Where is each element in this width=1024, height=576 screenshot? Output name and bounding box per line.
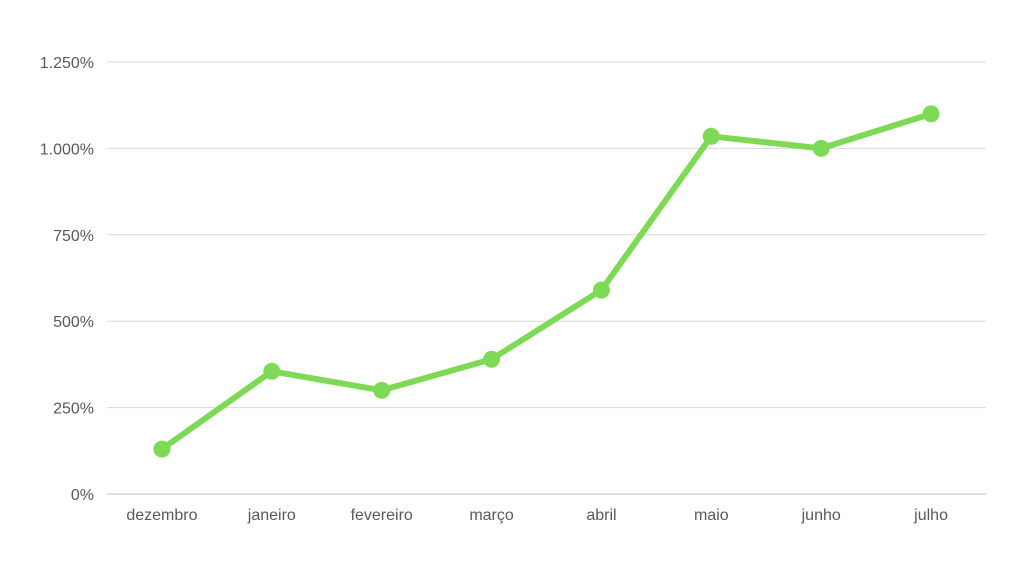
- x-tick-label: abril: [586, 507, 616, 524]
- series: [153, 105, 940, 458]
- y-tick-label: 750%: [53, 228, 94, 245]
- series-line: [158, 110, 935, 453]
- data-point: [373, 381, 391, 399]
- data-point: [812, 139, 830, 157]
- data-point: [483, 350, 501, 368]
- x-tick-label: julho: [913, 507, 948, 524]
- x-tick-label: fevereiro: [351, 507, 413, 524]
- y-tick-label: 500%: [53, 314, 94, 331]
- x-tick-label: março: [469, 507, 514, 524]
- y-tick-label: 1.250%: [40, 55, 94, 72]
- y-tick-label: 0%: [71, 487, 94, 504]
- data-point: [263, 362, 281, 380]
- y-tick-label: 1.000%: [40, 141, 94, 158]
- data-point: [153, 440, 171, 458]
- data-point: [702, 127, 720, 145]
- data-point: [592, 281, 610, 299]
- x-tick-label: janeiro: [247, 507, 296, 524]
- x-tick-label: dezembro: [126, 507, 197, 524]
- y-axis-ticks: 0% 250% 500% 750% 1.000% 1.250%: [40, 55, 94, 504]
- data-point: [922, 105, 940, 123]
- x-tick-label: maio: [694, 507, 729, 524]
- gridlines: [107, 61, 986, 409]
- x-tick-label: junho: [801, 507, 841, 524]
- y-tick-label: 250%: [53, 401, 94, 418]
- x-axis-ticks: dezembro janeiro fevereiro março abril maio ju…: [126, 507, 948, 524]
